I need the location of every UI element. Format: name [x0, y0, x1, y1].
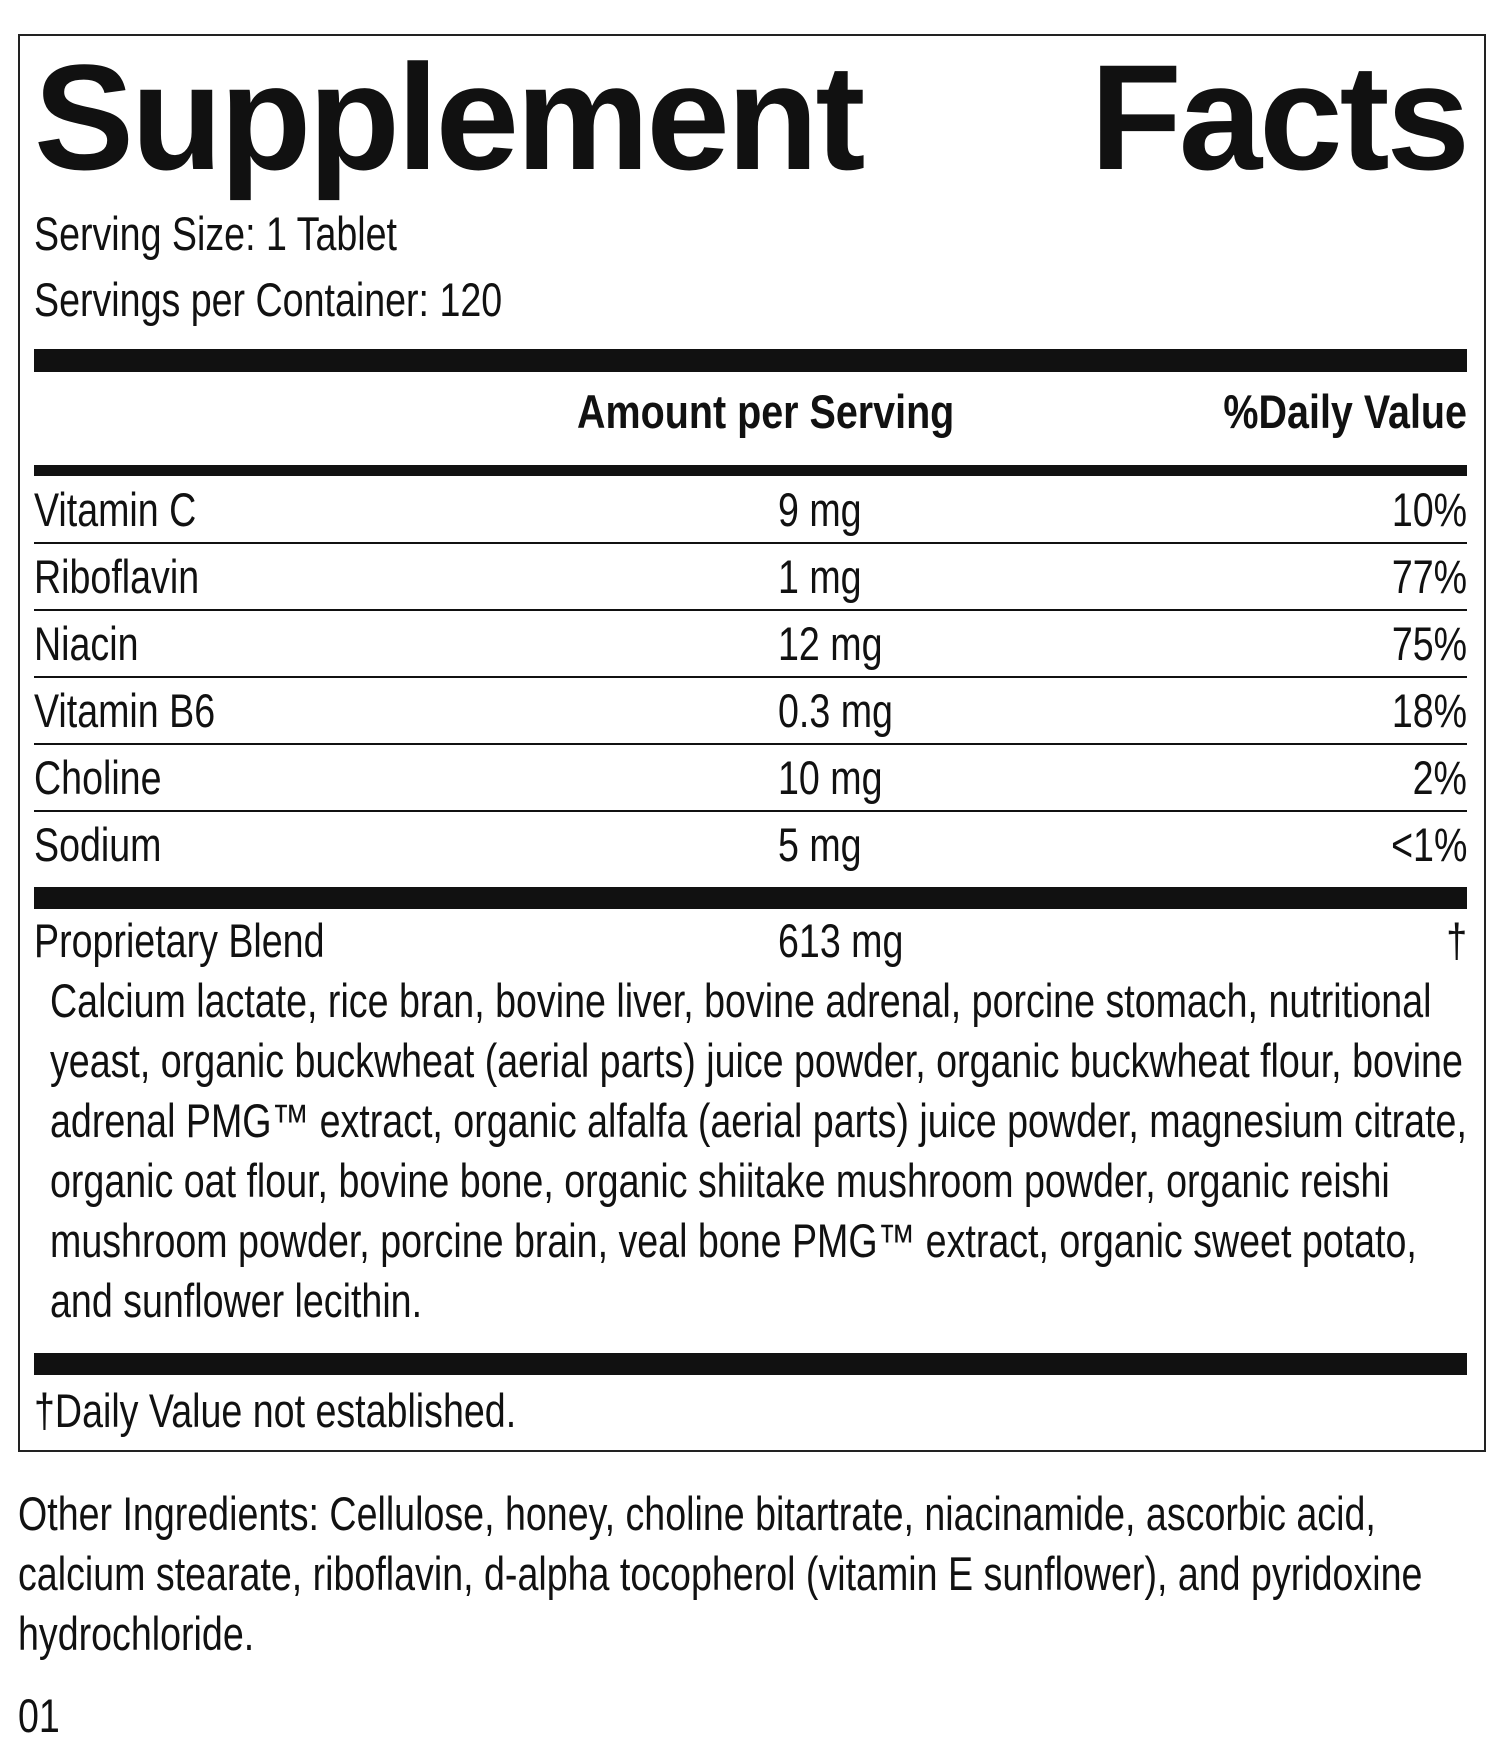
title: Supplement Facts: [34, 33, 1470, 201]
thick-rule: [34, 887, 1467, 909]
blend-amount: 613 mg: [778, 914, 904, 967]
thick-rule: [34, 1353, 1467, 1375]
nutrient-name: Choline: [34, 750, 162, 804]
other-ingredients: Other Ingredients: Cellulose, honey, cho…: [18, 1487, 1423, 1660]
nutrient-name: Vitamin B6: [34, 683, 216, 737]
column-header: %Daily Value: [1223, 385, 1467, 438]
blend-daily-value: †: [1446, 914, 1467, 967]
row-divider: [34, 542, 1467, 544]
nutrient-amount: 5 mg: [778, 817, 862, 871]
nutrient-daily-value: 77%: [1391, 549, 1467, 603]
code: 01: [18, 1689, 60, 1742]
nutrient-daily-value: <1%: [1390, 817, 1467, 871]
servings-per-container: Servings per Container: 120: [34, 273, 503, 326]
nutrient-daily-value: 10%: [1391, 482, 1467, 536]
serving-size: Serving Size: 1 Tablet: [34, 207, 397, 260]
nutrient-daily-value: 18%: [1391, 683, 1467, 737]
nutrient-daily-value: 2%: [1412, 750, 1467, 804]
footnote: †Daily Value not established.: [34, 1384, 517, 1437]
thick-rule: [34, 349, 1467, 372]
nutrient-name: Vitamin C: [34, 482, 197, 536]
blend-name: Proprietary Blend: [34, 914, 325, 967]
column-header: Amount per Serving: [577, 385, 955, 438]
nutrient-amount: 9 mg: [778, 482, 862, 536]
nutrient-name: Sodium: [34, 817, 162, 871]
nutrient-name: Niacin: [34, 616, 139, 670]
row-divider: [34, 676, 1467, 678]
blend-ingredients: Calcium lactate, rice bran, bovine liver…: [50, 974, 1467, 1327]
nutrient-amount: 10 mg: [778, 750, 883, 804]
nutrient-name: Riboflavin: [34, 549, 200, 603]
nutrient-amount: 0.3 mg: [778, 683, 893, 737]
medium-rule: [34, 465, 1467, 476]
nutrient-amount: 12 mg: [778, 616, 883, 670]
facts-panel: [18, 34, 1486, 1452]
row-divider: [34, 609, 1467, 611]
row-divider: [34, 743, 1467, 745]
nutrient-amount: 1 mg: [778, 549, 862, 603]
row-divider: [34, 810, 1467, 812]
nutrient-daily-value: 75%: [1391, 616, 1467, 670]
